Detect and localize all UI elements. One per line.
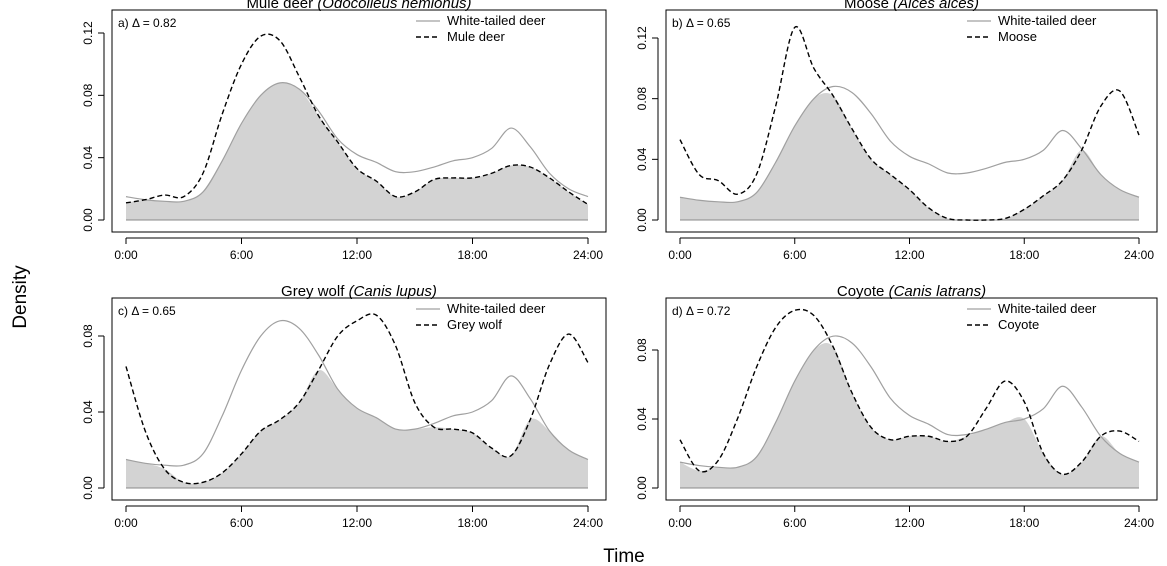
x-axis: 0:00 6:00 12:00 18:00 24:00 bbox=[114, 237, 603, 262]
panel-title-common-name: Moose bbox=[844, 0, 893, 12]
series-line-grey-wolf bbox=[125, 313, 589, 485]
x-axis: 0:00 6:00 12:00 18:00 24:00 bbox=[668, 237, 1154, 262]
series-line-moose bbox=[679, 26, 1140, 221]
x-tick-label: 24:00 bbox=[1124, 248, 1154, 262]
x-tick-label: 0:00 bbox=[668, 248, 692, 262]
overlap-area bbox=[680, 93, 1139, 221]
x-axis: 0:00 6:00 12:00 18:00 24:00 bbox=[114, 505, 603, 530]
overlap-annotation: c) Δ = 0.65 bbox=[118, 304, 176, 318]
plot-frame bbox=[111, 297, 607, 501]
panel-title-species: (Canis latrans) bbox=[889, 283, 987, 300]
legend-label: White-tailed deer bbox=[998, 301, 1097, 316]
y-tick-label: 0.00 bbox=[635, 476, 649, 500]
panel-title-common-name: Mule deer bbox=[246, 0, 317, 12]
panel-2: Moose (Alces alces) b) Δ = 0.65 0:00 6:00 12… bbox=[635, 0, 1158, 262]
overlap-annotation: a) Δ = 0.82 bbox=[118, 16, 177, 30]
y-axis: 0.00 0.04 0.08 bbox=[635, 338, 659, 500]
overlap-annotation: d) Δ = 0.72 bbox=[672, 304, 731, 318]
panel-1: Mule deer (Odocoileus hemionus) a) Δ = 0.… bbox=[81, 0, 607, 262]
x-tick-label: 24:00 bbox=[573, 516, 603, 530]
y-tick-label: 0.04 bbox=[635, 147, 649, 171]
overlap-area bbox=[680, 342, 1139, 488]
panel-title-species: (Alces alces) bbox=[893, 0, 979, 12]
y-tick-label: 0.08 bbox=[635, 338, 649, 362]
x-tick-label: 18:00 bbox=[457, 248, 487, 262]
plot-frame bbox=[665, 9, 1158, 233]
y-axis-title: Density bbox=[10, 265, 31, 329]
y-axis: 0.00 0.04 0.08 bbox=[81, 324, 105, 500]
y-tick-label: 0.00 bbox=[81, 208, 95, 232]
legend-label: White-tailed deer bbox=[447, 301, 546, 316]
x-tick-label: 12:00 bbox=[342, 248, 372, 262]
legend-label: White-tailed deer bbox=[998, 13, 1097, 28]
x-tick-label: 12:00 bbox=[894, 516, 924, 530]
series-line-white-tailed-deer bbox=[679, 85, 1140, 204]
plot-frame bbox=[111, 9, 607, 233]
panel-title: Grey wolf (Canis lupus) bbox=[281, 283, 437, 300]
panel-title-common-name: Grey wolf bbox=[281, 283, 349, 300]
x-tick-label: 0:00 bbox=[668, 516, 692, 530]
series-line-white-tailed-deer bbox=[125, 82, 589, 203]
y-tick-label: 0.08 bbox=[81, 83, 95, 107]
panel-4: Coyote (Canis latrans) d) Δ = 0.72 0:00 6:0… bbox=[635, 283, 1158, 530]
x-tick-label: 18:00 bbox=[1009, 516, 1039, 530]
x-tick-label: 18:00 bbox=[1009, 248, 1039, 262]
x-tick-label: 24:00 bbox=[1124, 516, 1154, 530]
panel-title-common-name: Coyote bbox=[837, 283, 889, 300]
y-tick-label: 0.08 bbox=[81, 324, 95, 348]
panel-title: Moose (Alces alces) bbox=[844, 0, 979, 12]
panel-title: Mule deer (Odocoileus hemionus) bbox=[246, 0, 471, 12]
x-tick-label: 12:00 bbox=[894, 248, 924, 262]
y-axis: 0.00 0.04 0.08 0.12 bbox=[81, 21, 105, 232]
y-tick-label: 0.12 bbox=[81, 21, 95, 45]
panel-title-species: (Canis lupus) bbox=[349, 283, 437, 300]
panel-3: Grey wolf (Canis lupus) c) Δ = 0.65 0:00 6:… bbox=[81, 283, 607, 530]
x-tick-label: 6:00 bbox=[783, 248, 807, 262]
x-tick-label: 12:00 bbox=[342, 516, 372, 530]
y-tick-label: 0.04 bbox=[81, 400, 95, 424]
series-line-mule-deer bbox=[125, 33, 589, 206]
y-axis: 0.00 0.04 0.08 0.12 bbox=[635, 26, 659, 232]
plot-frame bbox=[665, 297, 1158, 501]
overlap-area bbox=[126, 369, 588, 488]
legend-label: White-tailed deer bbox=[447, 13, 546, 28]
x-tick-label: 6:00 bbox=[230, 248, 254, 262]
overlap-area bbox=[126, 82, 588, 220]
legend-label: Mule deer bbox=[447, 29, 505, 44]
x-tick-label: 6:00 bbox=[783, 516, 807, 530]
x-tick-label: 0:00 bbox=[114, 248, 138, 262]
legend-label: Coyote bbox=[998, 317, 1039, 332]
y-tick-label: 0.00 bbox=[635, 208, 649, 232]
x-tick-label: 24:00 bbox=[573, 248, 603, 262]
series-line-white-tailed-deer bbox=[125, 319, 589, 467]
y-tick-label: 0.08 bbox=[635, 87, 649, 111]
series-line-coyote bbox=[679, 308, 1140, 476]
series-line-white-tailed-deer bbox=[679, 335, 1140, 469]
y-tick-label: 0.00 bbox=[81, 476, 95, 500]
y-tick-label: 0.04 bbox=[635, 407, 649, 431]
x-tick-label: 0:00 bbox=[114, 516, 138, 530]
panel-title-species: (Odocoileus hemionus) bbox=[317, 0, 471, 12]
overlap-annotation: b) Δ = 0.65 bbox=[672, 16, 731, 30]
x-tick-label: 6:00 bbox=[230, 516, 254, 530]
legend-label: Grey wolf bbox=[447, 317, 502, 332]
legend-label: Moose bbox=[998, 29, 1037, 44]
x-axis-title: Time bbox=[603, 546, 645, 566]
y-tick-label: 0.12 bbox=[635, 26, 649, 50]
panel-title: Coyote (Canis latrans) bbox=[837, 283, 986, 300]
x-tick-label: 18:00 bbox=[457, 516, 487, 530]
y-tick-label: 0.04 bbox=[81, 146, 95, 170]
x-axis: 0:00 6:00 12:00 18:00 24:00 bbox=[668, 505, 1154, 530]
